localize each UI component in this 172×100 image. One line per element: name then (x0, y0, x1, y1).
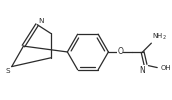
Text: O: O (117, 48, 123, 56)
Text: OH: OH (160, 65, 171, 71)
Text: N: N (139, 66, 144, 75)
Text: S: S (5, 68, 10, 74)
Text: NH$_2$: NH$_2$ (152, 32, 167, 42)
Text: N: N (38, 18, 44, 24)
